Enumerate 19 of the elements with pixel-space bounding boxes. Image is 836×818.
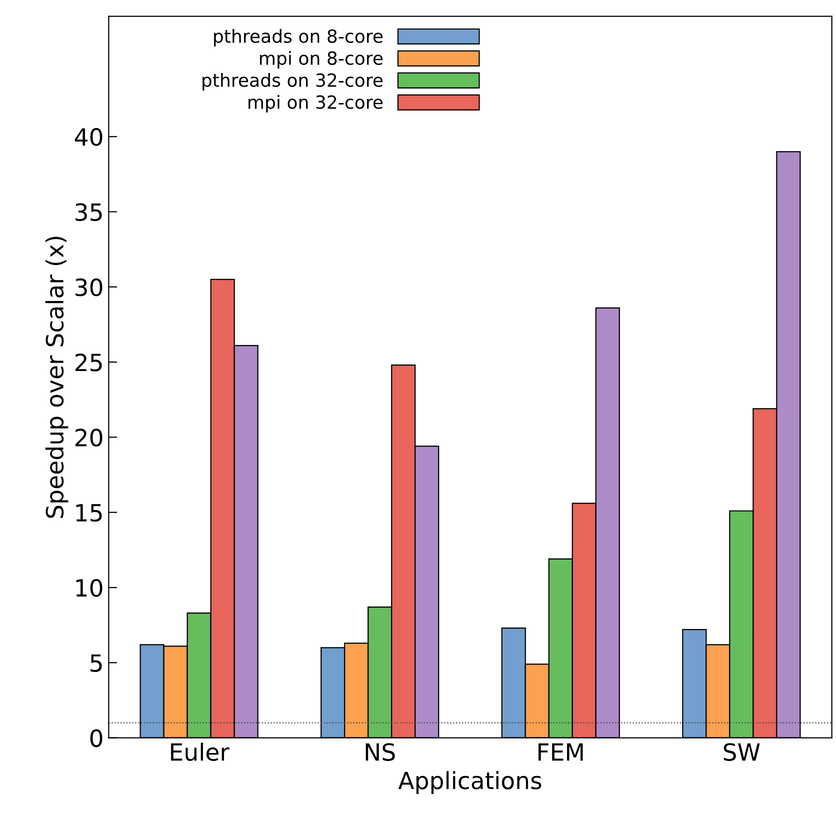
x-tick-label: NS [366, 743, 395, 761]
y-tick-label: 20 [76, 428, 102, 447]
y-tick-label: 10 [76, 578, 102, 597]
x-axis-title: Applications [398, 771, 542, 794]
y-tick-label: 5 [90, 654, 102, 672]
y-tick-label: 0 [90, 729, 102, 748]
y-tick-label: 35 [76, 203, 102, 222]
y-tick-label: 30 [76, 278, 102, 296]
legend-label: mpi on 32-core [248, 94, 383, 112]
x-tick-label: FEM [538, 743, 583, 761]
y-tick-label: 40 [74, 128, 102, 146]
y-tick-label: 25 [76, 354, 102, 372]
y-axis-title: Speedup over Scalar (x) [45, 236, 68, 518]
x-tick-label: SW [724, 743, 760, 761]
legend-label: pthreads on 8-core [214, 29, 383, 46]
x-tick-label: Euler [171, 742, 230, 761]
legend-label: mpi on 8-core [260, 50, 383, 68]
legend-label: pthreads on 32-core [202, 72, 383, 90]
y-tick-label: 15 [76, 504, 102, 522]
